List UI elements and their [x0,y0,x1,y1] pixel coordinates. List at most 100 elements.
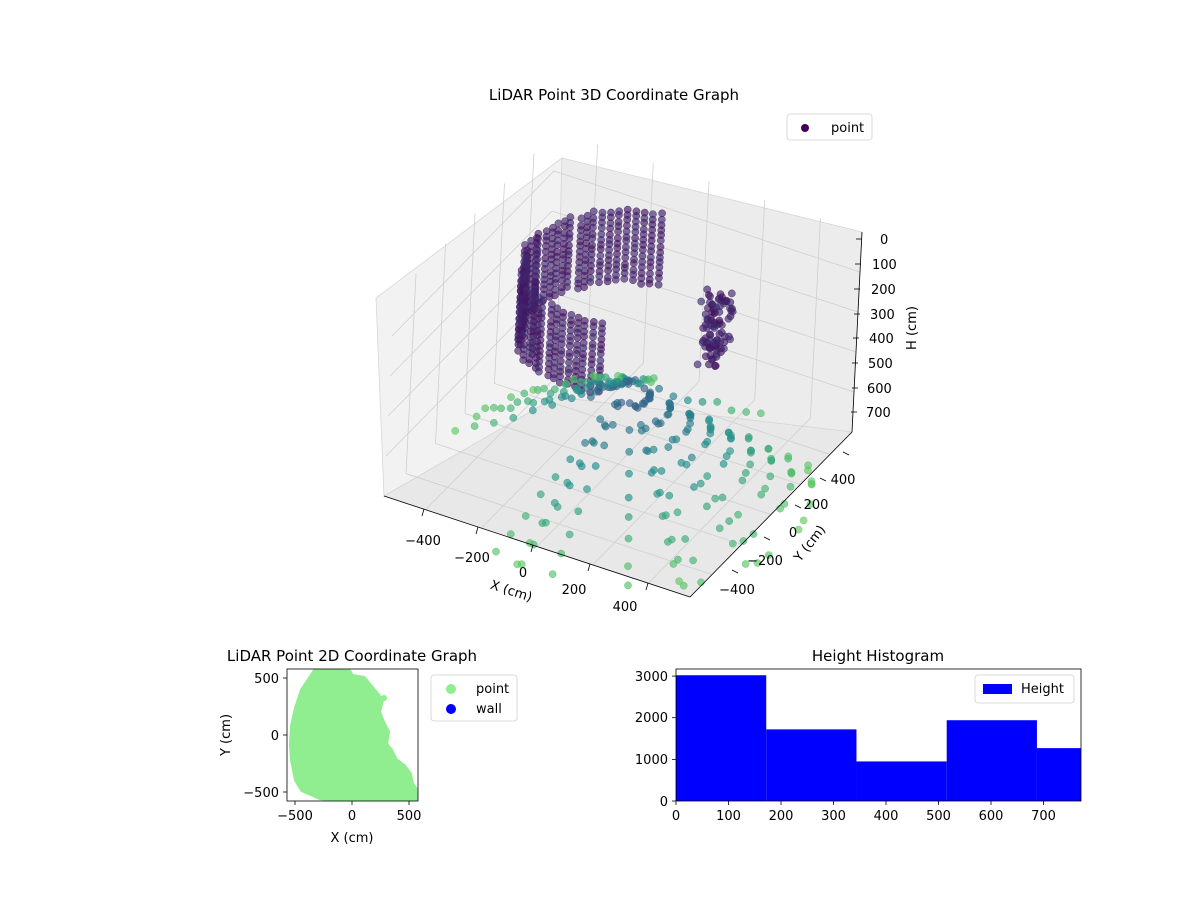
chart-3d-point [654,280,663,289]
chart-3d-point [664,537,672,546]
chart-3d-point [506,404,515,413]
chart-3d-z-ticks: 0 100 200 300 400 500 600 700 [851,233,897,421]
chart-3d-point [520,389,529,398]
chart-3d-point [564,365,573,374]
chart-3d-point [703,472,712,480]
chart-3d-point [621,260,629,269]
chart-3d-point [576,377,585,386]
chart-3d-point [509,413,518,422]
chart-3d-point [703,285,712,294]
chart-3d-point [580,317,589,325]
chart-3d-point [567,394,576,403]
chart-2d-y-ticks: 500 0 −500 [243,672,287,801]
chart-3d-gridline [754,199,766,400]
chart-3d-y-tick-label: 200 [804,498,829,513]
chart-3d-gridline [553,170,861,273]
chart-3d-point [569,375,578,384]
chart-3d-point [712,303,720,311]
chart-3d-point [574,275,583,284]
chart-3d-point [603,273,612,282]
chart-3d-point [624,534,633,543]
chart-3d-point [596,356,605,365]
chart-3d-point [766,472,775,481]
chart-3d-point [649,445,658,454]
chart-3d-point [728,539,737,548]
chart-3d-point [589,328,598,337]
chart-2d-legend-marker-wall [446,704,456,714]
chart-3d-point [613,234,622,243]
chart-3d-point [764,551,773,559]
chart-3d-point [587,393,595,401]
chart-3d-point [668,435,677,444]
chart-3d-point [764,445,773,453]
chart-3d-point [581,439,589,447]
chart-2d-legend: point wall [430,674,518,722]
chart-3d-point [632,207,641,216]
chart-3d-point [451,427,460,435]
chart-3d-point [598,208,607,217]
chart-3d-point [649,374,658,382]
histogram-frame [675,668,1082,802]
chart-3d-point [651,417,660,426]
chart-3d-point [713,336,721,345]
chart-3d-point [757,490,766,499]
chart-3d-point [528,406,537,415]
chart-3d-point [588,340,597,348]
chart-3d-point [675,577,683,586]
chart-3d-point [807,480,816,488]
chart-3d-point [718,493,727,502]
chart-3d-point [541,254,550,263]
histogram-legend-label: Height [1021,682,1064,697]
histogram-y-tick-label: 0 [660,795,668,810]
chart-3d-point [746,460,755,469]
chart-3d-point [697,297,706,306]
chart-3d-point [532,278,540,287]
chart-3d-point [588,437,597,446]
chart-3d-point [596,251,605,260]
chart-3d-z-tick-label: 100 [872,258,897,273]
chart-3d-point [690,483,698,491]
chart-3d-point [702,324,711,332]
chart-3d-point [776,504,784,513]
chart-3d-point [540,397,549,406]
chart-3d-point [656,243,665,251]
chart-3d-z-tick-label: 300 [870,308,895,323]
histogram-bar [1036,748,1081,801]
chart-2d-legend-label: wall [476,702,502,717]
chart-3d-point [657,215,666,224]
chart-3d-points [451,205,816,590]
chart-3d-point [693,360,702,369]
chart-3d-point [722,452,731,461]
chart-3d-point [698,398,707,406]
chart-3d-point [492,547,500,556]
chart-3d-gridline [405,473,713,575]
chart-3d-point [742,408,751,416]
chart-3d-point [787,469,796,478]
chart-3d-point [725,517,734,525]
histogram-legend-swatch [983,684,1012,694]
chart-3d-point [799,516,808,525]
histogram-x-tick-label: 700 [1031,809,1056,824]
histogram-y-tick-label: 2000 [635,711,668,726]
chart-3d-point [705,360,713,369]
chart-3d-point [642,446,651,455]
chart-3d-point [767,456,776,465]
chart-3d-z-tick-label: 700 [866,406,891,421]
chart-3d-point [521,261,530,269]
histogram-bar [766,729,857,801]
chart-2d-legend-label: point [476,682,509,697]
histogram-x-tick-label: 0 [672,809,680,824]
chart-3d-legend-marker [801,124,809,132]
histogram-bar [946,720,1037,801]
chart-3d-point [673,508,682,517]
chart-3d-x-tick-label: 0 [519,566,527,581]
chart-3d-point [696,479,705,488]
chart-3d-point [711,361,720,370]
chart-3d-point [556,357,565,365]
chart-3d-point [646,391,654,399]
chart-3d-gridline [698,181,710,382]
histogram-bars [676,675,1081,801]
chart-3d-point [481,404,490,413]
chart-3d-y-tick-label: −200 [747,554,783,569]
chart-3d-point [686,414,695,422]
